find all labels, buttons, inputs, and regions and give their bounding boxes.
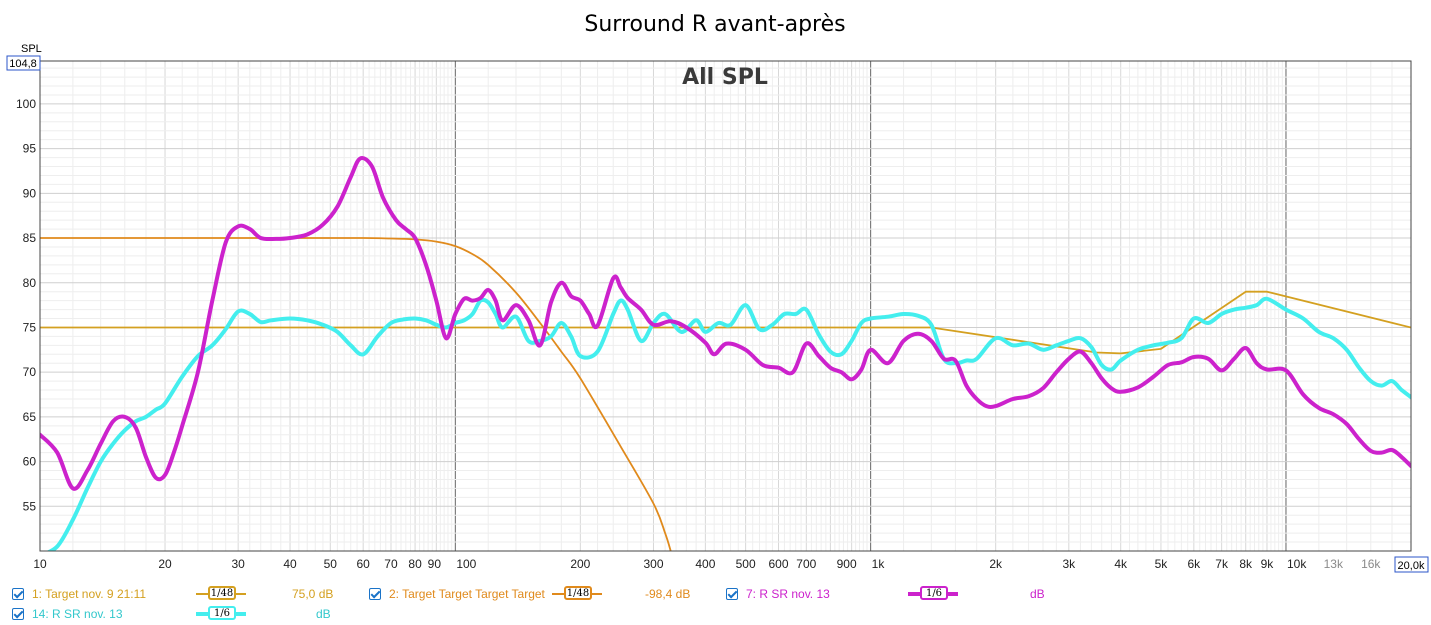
x-tick-label: 6k: [1187, 557, 1201, 571]
legend-checkbox-4[interactable]: [12, 608, 24, 620]
curves: [40, 156, 1411, 551]
chart-title: Surround R avant-après: [584, 12, 845, 37]
overlay-title: All SPL: [682, 65, 768, 90]
legend-name-4: 14: R SR nov. 13: [32, 607, 123, 621]
legend-smoothing-1[interactable]: 1/48: [196, 584, 256, 604]
y-tick-label: 70: [23, 365, 37, 379]
legend-smoothing-3[interactable]: 1/6: [908, 584, 962, 604]
x-tick-label: 60: [357, 557, 371, 571]
legend-value-4: dB: [316, 607, 331, 621]
x-tick-label: 7k: [1215, 557, 1229, 571]
x-tick-label: 10k: [1287, 557, 1307, 571]
x-tick-label: 20: [158, 557, 172, 571]
x-tick-label: 8k: [1239, 557, 1253, 571]
y-tick-label: 90: [23, 186, 37, 200]
legend-name-1: 1: Target nov. 9 21:11: [32, 587, 147, 601]
x-max-value: 20,0k: [1398, 560, 1425, 572]
target-curve: [40, 290, 1411, 355]
x-tick-label: 300: [643, 557, 663, 571]
x-tick-label: 4k: [1114, 557, 1128, 571]
smoothing-value-4: 1/6: [208, 606, 236, 620]
x-tick-label: 13k: [1324, 557, 1344, 571]
legend-value-3: dB: [1030, 587, 1045, 601]
y-tick-label: 60: [23, 455, 37, 469]
x-tick-label: 100: [456, 557, 476, 571]
y-tick-label: 80: [23, 276, 37, 290]
smoothing-value-3: 1/6: [920, 586, 948, 600]
legend-smoothing-2[interactable]: 1/48: [552, 584, 612, 604]
target-rolloff-curve: [40, 237, 672, 551]
x-tick-label: 2k: [989, 557, 1003, 571]
x-tick-label: 90: [428, 557, 442, 571]
y-tick-label: 65: [23, 410, 37, 424]
y-axis-label: SPL: [21, 43, 42, 55]
x-tick-label: 16k: [1361, 557, 1381, 571]
x-tick-label: 900: [837, 557, 857, 571]
legend-checkbox-3[interactable]: [726, 588, 738, 600]
x-tick-label: 600: [768, 557, 788, 571]
x-tick-label: 3k: [1062, 557, 1076, 571]
x-tick-label: 70: [384, 557, 398, 571]
y-tick-label: 75: [23, 320, 37, 334]
legend-value-1: 75,0 dB: [292, 587, 334, 601]
legend-name-3: 7: R SR nov. 13: [746, 587, 830, 601]
y-tick-label: 85: [23, 231, 37, 245]
y-max-box[interactable]: [6, 55, 41, 71]
legend-name-2: 2: Target Target Target Target 1: [389, 587, 549, 601]
x-tick-label: 500: [736, 557, 756, 571]
legend: 1: Target nov. 9 21:11 1/48 75,0 dB 2: T…: [0, 580, 1431, 625]
x-tick-label: 10: [33, 557, 47, 571]
legend-checkbox-2[interactable]: [369, 588, 381, 600]
r-sr-curve-7: [40, 156, 1411, 491]
y-max-value: 104,8: [9, 58, 37, 70]
x-tick-label: 50: [324, 557, 338, 571]
x-tick-label: 5k: [1155, 557, 1169, 571]
grid: [39, 61, 1412, 551]
legend-checkbox-1[interactable]: [12, 588, 24, 600]
smoothing-value-1: 1/48: [208, 586, 236, 600]
y-tick-label: 100: [16, 97, 36, 111]
x-tick-label: 80: [408, 557, 422, 571]
spl-chart: Surround R avant-après All SPL SPL 104,8…: [6, 12, 1429, 573]
x-tick-label: 400: [695, 557, 715, 571]
plot-frame: [39, 60, 1412, 552]
y-tick-label: 55: [23, 499, 37, 513]
legend-item-1: 1: Target nov. 9 21:11 1/48 75,0 dB: [12, 584, 352, 604]
legend-smoothing-4[interactable]: 1/6: [196, 604, 250, 624]
y-tick-label: 95: [23, 142, 37, 156]
y-ticks: 55 60 65 70 75 80 85 90 95 100: [16, 97, 36, 513]
legend-item-4: 14: R SR nov. 13 1/6 dB: [12, 604, 352, 624]
smoothing-value-2: 1/48: [564, 586, 592, 600]
x-tick-label: 200: [570, 557, 590, 571]
r-sr-curve-14: [46, 296, 1411, 551]
x-ticks: 10 20 30 40 50 60 70 80 90 100 200 300 400 500 600 700 9…: [33, 557, 1381, 571]
legend-item-2: 2: Target Target Target Target 1 1/48 -9…: [369, 584, 709, 604]
legend-value-2: -98,4 dB: [645, 587, 691, 601]
legend-item-3: 7: R SR nov. 13 1/6 dB: [726, 584, 1066, 604]
x-tick-label: 9k: [1261, 557, 1275, 571]
x-tick-label: 1k: [872, 557, 886, 571]
x-tick-label: 30: [231, 557, 245, 571]
x-tick-label: 700: [796, 557, 816, 571]
x-tick-label: 40: [283, 557, 297, 571]
x-max-box[interactable]: [1394, 556, 1429, 573]
